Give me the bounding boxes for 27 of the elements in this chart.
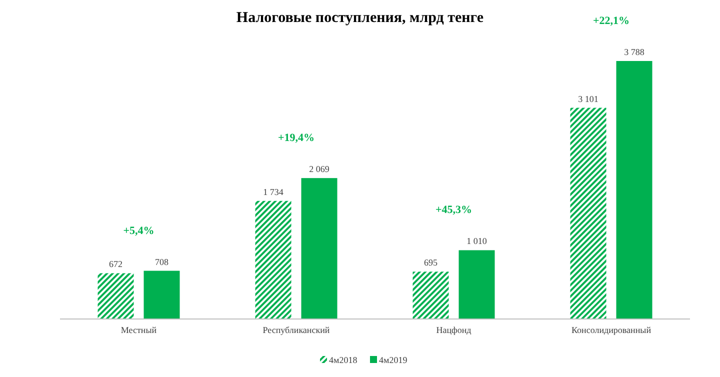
bar [458,250,495,319]
x-tick-label: Республиканский [262,325,330,335]
data-label: 708 [155,256,169,267]
annotation: +5,4% [123,224,154,237]
bar [144,270,180,319]
bar [570,108,606,319]
bar [301,178,338,319]
chart-title: Налоговые поступления, млрд тенге [236,10,484,26]
legend-label: 4м2019 [379,355,408,365]
data-label: 1 734 [263,186,284,197]
bar [412,272,449,319]
bar [616,61,652,319]
data-label: 695 [424,258,438,268]
x-tick-label: Нацфонд [436,325,472,335]
annotation: +45,3% [435,204,472,216]
x-tick-label: Консолидированный [571,325,652,335]
data-label: 3 101 [578,94,598,104]
data-label: 3 788 [624,47,645,57]
data-label: 1 010 [466,236,488,246]
bar [255,200,292,319]
text: +22,1% [592,15,630,27]
legend-label: 4м2018 [329,355,358,365]
annotation: +19,4% [278,132,315,144]
bar [98,273,134,319]
data-label: 672 [109,259,122,270]
data-label: 2 069 [309,164,330,174]
x-tick-label: Местный [120,325,157,335]
